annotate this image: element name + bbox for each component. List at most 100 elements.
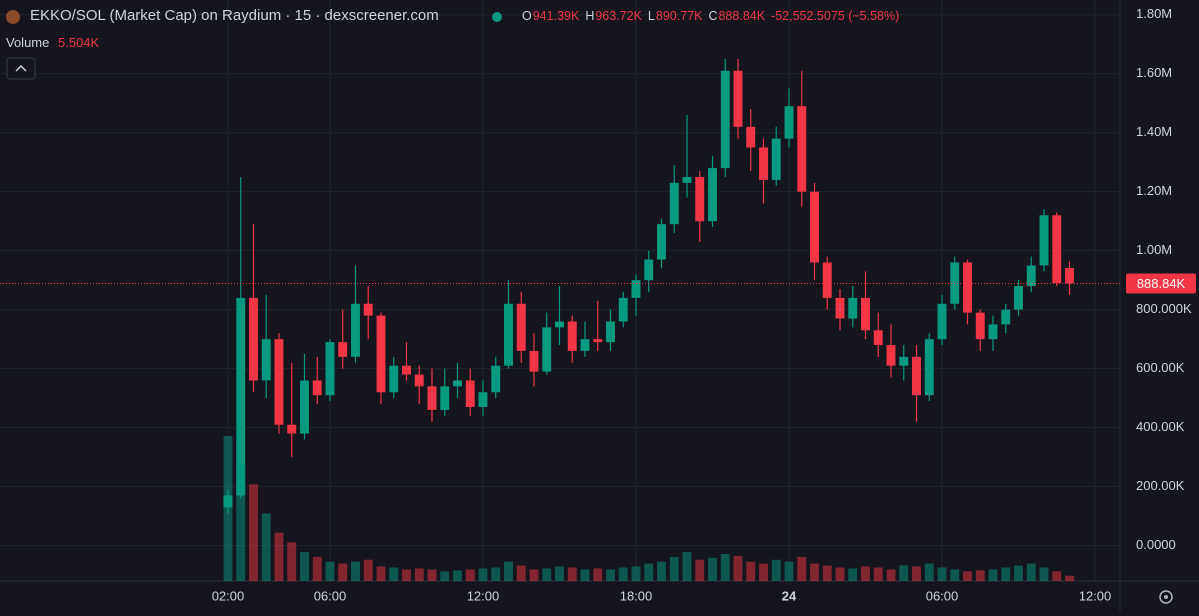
- volume-bar: [593, 568, 603, 581]
- candle-body: [261, 339, 271, 381]
- x-tick-label: 24: [782, 588, 797, 603]
- candle-body: [312, 380, 322, 396]
- volume-bar: [657, 561, 666, 581]
- legend-key: H: [585, 9, 595, 23]
- candle-body: [1065, 267, 1074, 284]
- candle-body: [759, 147, 768, 180]
- volume-bar: [1052, 571, 1062, 581]
- candle-body: [733, 70, 743, 127]
- volume-bar: [465, 569, 475, 581]
- candle-body: [300, 380, 309, 434]
- y-tick-label: 800.000K: [1136, 301, 1192, 316]
- volume-bar: [708, 557, 717, 581]
- candle-body: [555, 321, 564, 328]
- volume-bar: [771, 559, 781, 581]
- volume-bar: [287, 542, 297, 581]
- volume-bar: [325, 561, 335, 581]
- axes: 0.0000 200.00K 400.00K 600.00K 800.000K 1.00M…: [0, 6, 1196, 603]
- legend-value: 890.77K: [655, 9, 703, 23]
- x-tick-label: 02:00: [212, 588, 245, 603]
- legend-value: 941.39K: [532, 9, 580, 23]
- candle-body: [848, 297, 858, 319]
- volume-bar: [797, 556, 807, 581]
- collapse-icon: [15, 64, 27, 72]
- volume-bar: [542, 568, 552, 581]
- candle-body: [975, 312, 985, 340]
- candle-body: [453, 380, 462, 387]
- volume-bar: [695, 559, 705, 581]
- volume-layer: [223, 436, 1074, 581]
- volume-bar: [733, 555, 743, 581]
- volume-bar: [363, 559, 373, 581]
- legend-change: -52,552.5075 (−5.58%): [771, 9, 900, 23]
- volume-bar: [746, 561, 756, 581]
- volume-bar: [1026, 563, 1036, 581]
- volume-bar: [988, 569, 998, 581]
- candle-body: [708, 168, 717, 222]
- volume-bar: [261, 513, 271, 581]
- volume-bar: [402, 569, 411, 581]
- volume-bar: [606, 569, 615, 581]
- volume-bar: [338, 563, 348, 581]
- collapse-button[interactable]: [6, 57, 36, 80]
- candle-body: [504, 303, 513, 366]
- candle-body: [274, 339, 284, 425]
- volume-bar: [975, 570, 985, 581]
- volume-bar: [567, 567, 577, 581]
- status-dot: [492, 12, 502, 22]
- candle-body: [223, 495, 233, 508]
- volume-bar: [784, 561, 794, 581]
- candle-body: [580, 339, 590, 351]
- x-tick-label: 12:00: [1079, 588, 1112, 603]
- settings-icon[interactable]: [1159, 590, 1173, 604]
- candle-body: [618, 297, 628, 322]
- volume-bar: [236, 465, 246, 581]
- volume-bar: [249, 484, 258, 581]
- y-tick-label: 400.00K: [1136, 419, 1185, 434]
- candle-body: [363, 303, 373, 316]
- candle-body: [988, 324, 998, 340]
- volume-bar: [312, 556, 322, 581]
- volume-bar: [886, 569, 896, 581]
- volume-bar: [376, 566, 386, 581]
- volume-bar: [810, 563, 819, 581]
- candle-body: [402, 365, 411, 375]
- price-label-box: [1126, 273, 1196, 294]
- candle-body: [376, 315, 386, 393]
- candle-body: [797, 106, 807, 192]
- volume-bar: [899, 565, 909, 581]
- volume-bar: [440, 571, 450, 581]
- candle-body: [567, 321, 577, 351]
- volume-bar: [1014, 565, 1023, 581]
- volume-bar: [861, 566, 870, 581]
- candle-body: [389, 365, 399, 393]
- candle-body: [351, 303, 360, 357]
- candle-body: [427, 386, 437, 410]
- legend-value: 888.84K: [718, 9, 766, 23]
- token-icon: [6, 10, 20, 24]
- candle-body: [682, 176, 692, 183]
- volume-bar: [351, 561, 360, 581]
- candle-body: [529, 350, 539, 372]
- candle-body: [414, 374, 424, 387]
- x-tick-label: 06:00: [926, 588, 959, 603]
- chart-title: EKKO/SOL (Market Cap) on Raydium · 15 · …: [30, 7, 439, 24]
- candle-body: [1026, 265, 1036, 287]
- volume-bar: [937, 567, 947, 581]
- price-label: 888.84K: [1137, 276, 1186, 291]
- volume-bar: [963, 571, 972, 581]
- candle-body: [338, 342, 348, 357]
- candle-body: [695, 176, 705, 222]
- y-tick-label: 200.00K: [1136, 478, 1185, 493]
- candle-layer: [223, 58, 1074, 514]
- volume-bar: [618, 567, 628, 581]
- candle-body: [1039, 215, 1049, 266]
- candle-body: [465, 380, 475, 407]
- volume-bar: [529, 569, 539, 581]
- volume-bar: [720, 553, 730, 581]
- volume-bar: [274, 532, 284, 581]
- candle-body: [835, 297, 845, 319]
- x-tick-label: 12:00: [467, 588, 500, 603]
- legend-key: C: [708, 9, 718, 23]
